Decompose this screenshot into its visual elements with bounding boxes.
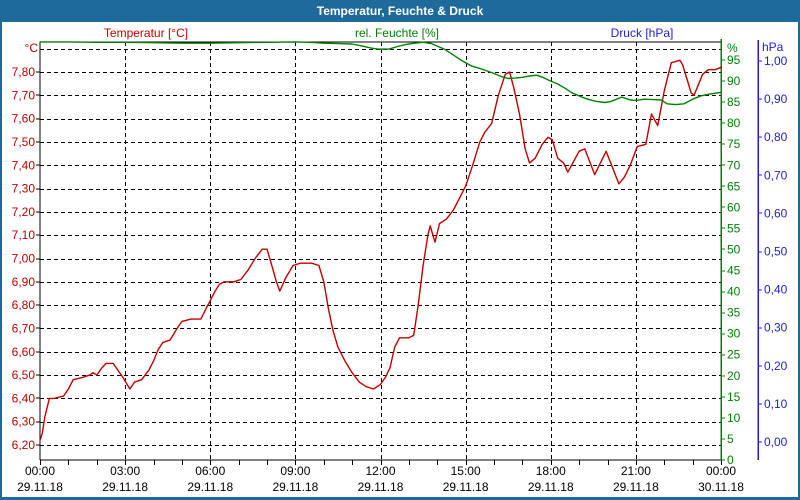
- x-tick-time: 15:00: [451, 464, 481, 478]
- window-border-right: [798, 22, 800, 500]
- humidity-tick-label: 5: [727, 432, 734, 446]
- temp-tick-label: 7,70: [12, 88, 36, 102]
- x-tick-time: 03:00: [110, 464, 140, 478]
- humidity-tick-label: 90: [727, 74, 741, 88]
- temp-tick-label: 6,80: [12, 298, 36, 312]
- humidity-line: [39, 41, 722, 106]
- x-tick-date: 29.11.18: [17, 480, 63, 494]
- pressure-tick-label: 0,00: [764, 435, 788, 449]
- temperature-axis: 6,20 6,30 6,40 6,50 6,60 6,70 6,80 6,90 7,00 7,10…: [12, 41, 40, 452]
- humidity-tick-label: 15: [727, 390, 741, 404]
- temp-tick-label: 6,60: [12, 345, 36, 359]
- humidity-tick-label: 10: [727, 411, 741, 425]
- pressure-tick-label: 0,40: [764, 283, 788, 297]
- pressure-tick-label: 0,90: [764, 92, 788, 106]
- humidity-axis-unit: %: [727, 41, 738, 55]
- temp-tick-label: 6,30: [12, 415, 36, 429]
- x-tick-date: 29.11.18: [187, 480, 233, 494]
- humidity-tick-label: 60: [727, 200, 741, 214]
- humidity-axis: 0 5 10 15 20 25 30 35 40 45 50 55 60 65 70 75 80 85 90 95%: [720, 39, 741, 467]
- x-tick-date: 30.11.18: [698, 480, 744, 494]
- window-border-left: [0, 22, 2, 500]
- temp-tick-label: 6,90: [12, 275, 36, 289]
- pressure-axis-unit: hPa: [762, 40, 784, 54]
- pressure-tick-label: 0,50: [764, 245, 788, 259]
- x-tick-time: 21:00: [621, 464, 651, 478]
- plot-frame: [39, 41, 721, 461]
- x-tick-date: 29.11.18: [613, 480, 659, 494]
- humidity-tick-label: 40: [727, 285, 741, 299]
- pressure-tick-label: 0,70: [764, 168, 788, 182]
- humidity-tick-label: 70: [727, 158, 741, 172]
- humidity-tick-label: 65: [727, 179, 741, 193]
- humidity-tick-label: 30: [727, 327, 741, 341]
- pressure-tick-label: 1,00: [764, 54, 788, 68]
- humidity-tick-label: 35: [727, 306, 741, 320]
- x-tick-date: 29.11.18: [358, 480, 404, 494]
- pressure-axis: 0,00 0,10 0,20 0,30 0,40 0,50 0,60 0,70 0,80 0,90…: [757, 40, 788, 460]
- x-tick-time: 00:00: [706, 464, 736, 478]
- temp-tick-label: 7,40: [12, 158, 36, 172]
- humidity-tick-label: 50: [727, 242, 741, 256]
- humidity-tick-label: 55: [727, 221, 741, 235]
- chart-legend: Temperatur [°C] rel. Feuchte [%] Druck […: [0, 26, 800, 40]
- x-tick-date: 29.11.18: [443, 480, 489, 494]
- gridlines: [40, 42, 721, 460]
- humidity-tick-label: 45: [727, 264, 741, 278]
- humidity-tick-label: 20: [727, 369, 741, 383]
- x-tick-time: 06:00: [195, 464, 225, 478]
- temp-tick-label: 7,20: [12, 205, 36, 219]
- pressure-tick-label: 0,10: [764, 397, 788, 411]
- pressure-tick-label: 0,60: [764, 206, 788, 220]
- temp-axis-unit: °C: [25, 41, 39, 55]
- temp-tick-label: 7,50: [12, 135, 36, 149]
- window-border-bottom: [0, 497, 800, 500]
- temperature-line: [39, 59, 722, 441]
- time-axis: 00:00 29.11.18 03:00 29.11.18 06:00 29.11.18 0…: [17, 460, 744, 494]
- humidity-tick-label: 25: [727, 348, 741, 362]
- window-title: Temperatur, Feuchte & Druck: [316, 4, 484, 18]
- temp-tick-label: 6,40: [12, 391, 36, 405]
- temp-tick-label: 7,10: [12, 228, 36, 242]
- temp-tick-label: 6,70: [12, 321, 36, 335]
- humidity-tick-label: 80: [727, 116, 741, 130]
- x-tick-date: 29.11.18: [528, 480, 574, 494]
- humidity-tick-label: 95: [727, 53, 741, 67]
- pressure-tick-label: 0,30: [764, 321, 788, 335]
- pressure-tick-label: 0,80: [764, 130, 788, 144]
- temp-tick-label: 7,80: [12, 65, 36, 79]
- temp-tick-label: 7,30: [12, 182, 36, 196]
- temp-tick-label: 7,00: [12, 252, 36, 266]
- humidity-tick-label: 0: [727, 453, 734, 467]
- x-tick-time: 09:00: [280, 464, 310, 478]
- x-tick-date: 29.11.18: [102, 480, 148, 494]
- humidity-tick-label: 75: [727, 137, 741, 151]
- legend-humidity: rel. Feuchte [%]: [354, 26, 440, 40]
- legend-temperature: Temperatur [°C]: [103, 26, 189, 40]
- x-tick-time: 18:00: [536, 464, 566, 478]
- humidity-tick-label: 85: [727, 95, 741, 109]
- pressure-tick-label: 0,20: [764, 359, 788, 373]
- title-bar: Temperatur, Feuchte & Druck: [0, 0, 800, 22]
- temp-tick-label: 6,50: [12, 368, 36, 382]
- legend-pressure: Druck [hPa]: [610, 26, 674, 40]
- x-tick-time: 12:00: [365, 464, 395, 478]
- temp-tick-label: 6,20: [12, 438, 36, 452]
- x-tick-date: 29.11.18: [272, 480, 318, 494]
- temp-tick-label: 7,60: [12, 112, 36, 126]
- x-tick-time: 00:00: [25, 464, 55, 478]
